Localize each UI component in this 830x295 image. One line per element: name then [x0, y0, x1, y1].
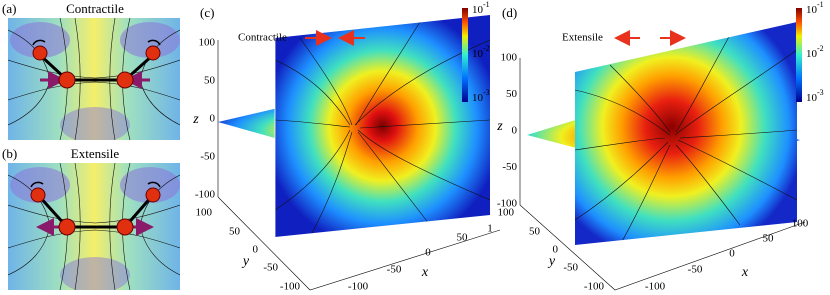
y-tick-label: -50 — [563, 262, 578, 274]
annotation: Contractile — [238, 32, 287, 44]
colorbar-base: 10 — [806, 4, 818, 16]
colorbar-exponent: -2 — [483, 44, 490, 53]
z-tick-label: 50 — [204, 75, 216, 87]
colorbar-exponent: -2 — [817, 44, 824, 53]
x-tick-label: -100 — [348, 281, 369, 293]
x-tick-label: 100 — [792, 218, 809, 230]
panel-label: (c) — [200, 5, 214, 20]
colorbar — [796, 8, 802, 102]
x-tick-label: 1 — [487, 223, 493, 235]
panel-label: (d) — [502, 5, 517, 20]
colorbar-label: 10-3 — [806, 88, 824, 104]
colorbar-exponent: -1 — [817, 0, 824, 9]
panel-label: (b) — [2, 146, 17, 161]
x-tick-label: -50 — [387, 264, 402, 276]
colorbar — [462, 8, 468, 102]
field-a — [8, 18, 180, 140]
colorbar-base: 10 — [472, 92, 484, 104]
colorbar-exponent: -1 — [483, 0, 490, 9]
z-tick-label: 100 — [501, 52, 518, 64]
y-tick-label: -100 — [280, 281, 301, 293]
axis-label: y — [547, 254, 556, 269]
x-tick-label: -50 — [688, 264, 703, 276]
colorbar-label: 10-1 — [806, 0, 824, 16]
axis-frame — [519, 58, 806, 291]
axis-frame — [217, 40, 501, 291]
field-d — [527, 22, 800, 245]
y-tick-label: 100 — [498, 207, 515, 219]
field-c — [218, 15, 490, 237]
colorbar-label: 10-3 — [472, 88, 490, 104]
panel-label: (a) — [2, 1, 16, 16]
y-tick-label: -100 — [584, 281, 605, 293]
z-tick-label: 100 — [199, 37, 216, 49]
x-tick-label: -100 — [645, 281, 666, 293]
z-tick-label: 0 — [210, 113, 216, 125]
z-tick-label: -100 — [195, 189, 216, 201]
colorbar-base: 10 — [472, 48, 484, 60]
y-tick-label: 0 — [253, 244, 259, 256]
x-tick-label: 0 — [729, 248, 735, 260]
colorbar-base: 10 — [806, 92, 818, 104]
annotation: Extensile — [562, 32, 603, 44]
colorbar-exponent: -3 — [817, 88, 824, 97]
panel-title: Extensile — [71, 146, 120, 161]
y-tick-label: 50 — [529, 226, 541, 238]
axis-label: z — [496, 119, 503, 134]
axis-label: y — [241, 254, 250, 269]
x-tick-label: 50 — [457, 232, 469, 244]
axis-label: x — [741, 265, 749, 280]
field-b — [8, 163, 180, 290]
z-tick-label: -100 — [497, 198, 518, 210]
colorbar-label: 10-1 — [472, 0, 490, 16]
colorbar-base: 10 — [472, 4, 484, 16]
z-tick-label: -50 — [502, 161, 517, 173]
y-tick-label: 100 — [196, 207, 213, 219]
colorbar-exponent: -3 — [483, 88, 490, 97]
x-tick-label: 50 — [763, 233, 775, 245]
axis-label: z — [192, 112, 199, 127]
z-tick-label: 0 — [512, 125, 518, 137]
y-tick-label: 50 — [229, 226, 241, 238]
x-tick-label: 0 — [425, 247, 431, 259]
z-tick-label: -50 — [200, 151, 215, 163]
z-tick-label: 50 — [506, 88, 518, 100]
colorbar-label: 10-2 — [806, 44, 824, 60]
axis-label: x — [421, 265, 429, 280]
colorbar-base: 10 — [806, 48, 818, 60]
panel-title: Contractile — [66, 1, 124, 16]
y-tick-label: 0 — [553, 244, 559, 256]
y-tick-label: -50 — [263, 262, 278, 274]
colorbar-label: 10-2 — [472, 44, 490, 60]
